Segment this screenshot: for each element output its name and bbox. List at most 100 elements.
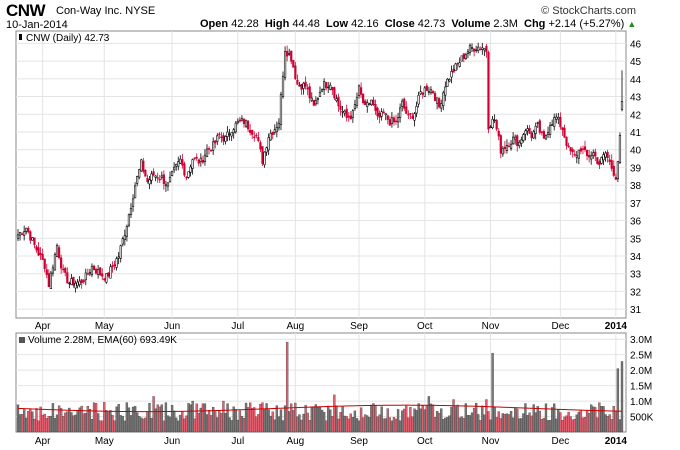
volume-bar xyxy=(458,417,461,433)
candle-body xyxy=(259,142,262,150)
volume-bar xyxy=(620,361,624,433)
candle-body xyxy=(257,137,260,142)
candle-body xyxy=(253,136,256,138)
candle-body xyxy=(579,148,583,152)
candle-body xyxy=(191,159,194,169)
candle-body xyxy=(249,129,252,133)
volume-tick-label: 1.5M xyxy=(630,382,652,393)
volume-bar xyxy=(507,414,511,433)
candle-body xyxy=(368,103,371,105)
candle-body xyxy=(518,141,521,147)
volume-bar xyxy=(253,407,256,433)
candle-body xyxy=(57,247,61,258)
volume-bar xyxy=(94,403,98,433)
candle-body xyxy=(438,98,441,108)
volume-bar xyxy=(271,411,274,433)
candle-body xyxy=(452,68,455,73)
price-x-tick-label: Dec xyxy=(551,321,569,332)
volume-bar xyxy=(433,417,437,433)
candle-body xyxy=(347,115,350,118)
volume-bar xyxy=(583,417,587,433)
candle-body xyxy=(35,246,38,251)
volume-tick-label: 500K xyxy=(630,413,654,424)
volume-bar xyxy=(386,408,389,433)
volume-bar xyxy=(257,414,260,433)
price-x-tick-label: Jun xyxy=(164,321,180,332)
candle-body xyxy=(218,133,221,136)
price-x-tick-label: Aug xyxy=(286,321,304,332)
volume-bar xyxy=(209,415,213,433)
candle-body xyxy=(534,125,537,134)
price-x-tick-label: Apr xyxy=(35,321,51,332)
price-tick-label: 43 xyxy=(630,93,642,104)
candle-body xyxy=(160,175,163,178)
volume-legend: Volume 2.28M, EMA(60) 693.49K xyxy=(28,335,177,346)
candle-body xyxy=(540,131,543,134)
volume-bar xyxy=(392,417,396,433)
candle-body xyxy=(487,52,490,130)
volume-bar xyxy=(398,420,402,433)
ticker-symbol: CNW xyxy=(6,1,46,20)
low-label: Low xyxy=(326,18,349,30)
candle-body xyxy=(37,247,40,256)
volume-bar xyxy=(292,409,295,433)
volume-bar xyxy=(477,414,480,433)
candle-body xyxy=(403,98,406,109)
volume-bar xyxy=(470,412,474,433)
price-tick-label: 39 xyxy=(630,163,642,174)
candle-body xyxy=(183,163,186,176)
volume-bar xyxy=(548,420,552,433)
candle-body xyxy=(427,91,430,93)
price-x-tick-label: Jul xyxy=(231,321,244,332)
candle-body xyxy=(581,148,585,150)
volume-bar xyxy=(308,420,311,433)
candle-body xyxy=(25,227,28,232)
volume-bar xyxy=(226,403,229,433)
chg-label: Chg xyxy=(524,18,546,30)
candle-body xyxy=(372,99,375,106)
volume-bar xyxy=(236,419,239,433)
volume-bar xyxy=(495,417,498,433)
candle-body xyxy=(212,141,215,151)
candle-body xyxy=(99,267,102,276)
candle-body xyxy=(203,154,207,162)
price-tick-label: 33 xyxy=(630,270,642,281)
volume-bar xyxy=(35,408,38,433)
candle-body xyxy=(468,44,472,53)
volume-bar xyxy=(201,403,205,433)
candle-body xyxy=(413,113,416,121)
candle-body xyxy=(310,97,313,101)
candle-body xyxy=(66,272,69,284)
volume-bar xyxy=(341,406,344,433)
candle-body xyxy=(72,276,75,286)
candle-body xyxy=(411,116,414,119)
candle-body xyxy=(359,87,363,95)
candle-body xyxy=(152,171,155,176)
candle-body xyxy=(565,136,568,146)
candle-body xyxy=(394,120,398,123)
brand-link[interactable]: © StockCharts.com xyxy=(541,5,636,17)
volume-bar xyxy=(487,411,490,433)
candle-body xyxy=(509,143,513,149)
volume-bar xyxy=(596,417,599,433)
volume-bar xyxy=(579,409,583,433)
volume-bar xyxy=(281,420,285,433)
candle-body xyxy=(555,116,558,120)
volume-bar xyxy=(331,416,334,433)
volume-bar xyxy=(419,408,422,433)
volume-x-tick-label: Sep xyxy=(350,436,368,447)
candle-body xyxy=(142,160,145,172)
candle-body xyxy=(405,106,408,114)
candle-body xyxy=(164,184,168,187)
volume-bar xyxy=(614,410,617,433)
volume-bar xyxy=(121,416,124,433)
candle-body xyxy=(125,226,128,237)
candle-body xyxy=(327,86,330,89)
candle-body xyxy=(442,92,445,106)
volume-bar xyxy=(431,404,435,433)
candle-body xyxy=(148,179,151,185)
candle-body xyxy=(302,82,305,89)
candle-body xyxy=(318,92,322,97)
volume-bar xyxy=(90,419,94,433)
